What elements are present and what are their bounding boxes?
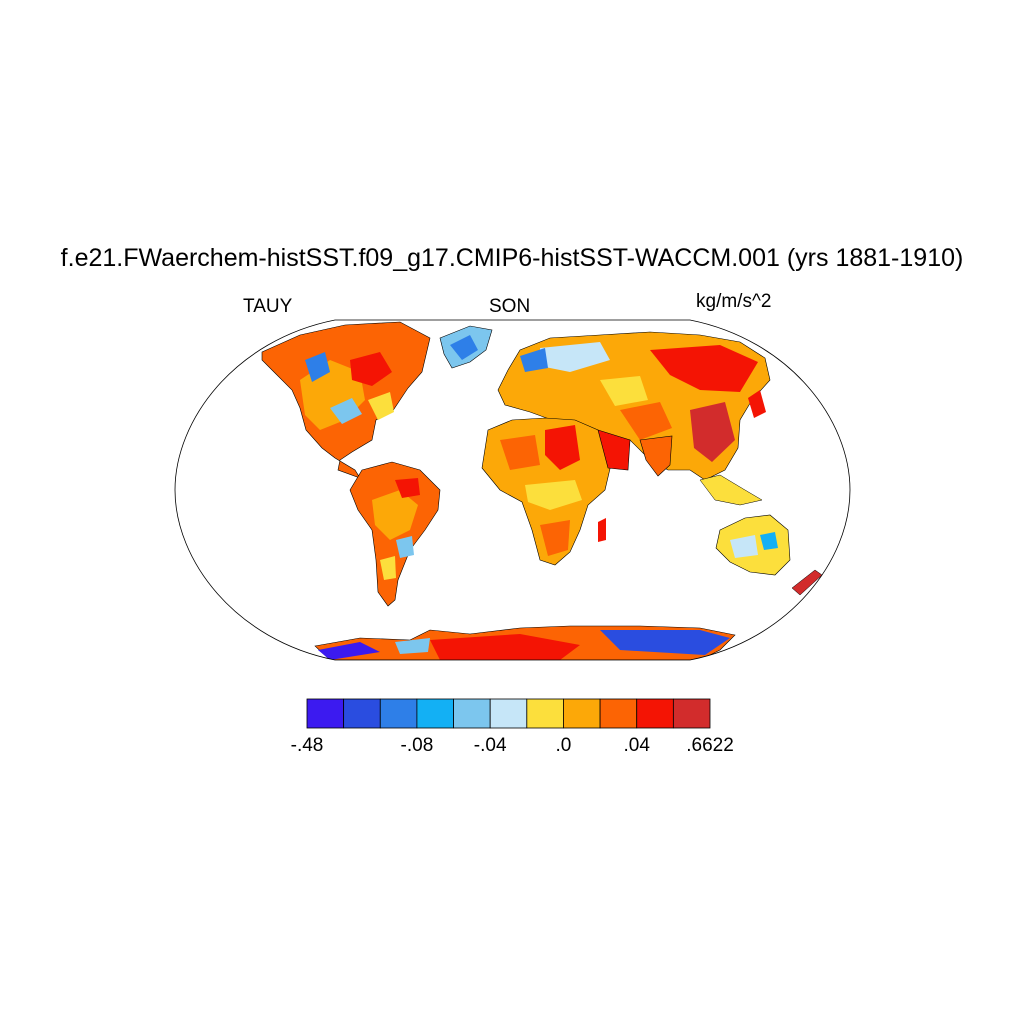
- australia-blue: [760, 532, 778, 550]
- colorbar-box: [672, 698, 711, 729]
- colorbar-box: [563, 698, 601, 729]
- figure-title: f.e21.FWaerchem-histSST.f09_g17.CMIP6-hi…: [60, 244, 964, 272]
- colorbar-box: [599, 698, 638, 729]
- madagascar-red: [598, 518, 606, 542]
- se-asia-islands: [699, 474, 763, 506]
- north-america-lightblue: [330, 398, 362, 424]
- colorbar-box: [343, 698, 381, 729]
- eurasia-darkred: [690, 402, 735, 462]
- antarctica-lightblue: [395, 638, 430, 654]
- africa-yellow: [525, 480, 582, 510]
- colorbar-box: [416, 698, 454, 729]
- variable-label: TAUY: [243, 296, 293, 317]
- colorbar-tick-label: -.08: [400, 735, 434, 756]
- arabia-land: [597, 429, 631, 471]
- north-america-yellow: [368, 392, 394, 420]
- australia-lightblue: [730, 535, 758, 558]
- eurasia-red-central: [620, 402, 672, 440]
- land-field: [261, 321, 823, 660]
- season-label: SON: [489, 296, 531, 317]
- india-land: [639, 435, 673, 477]
- colorbar-tick-label: .04: [623, 735, 650, 756]
- south-america-yellow: [380, 556, 396, 580]
- colorbar-box: [379, 698, 418, 729]
- colorbar-box: [306, 698, 345, 729]
- north-america-blue: [305, 352, 330, 382]
- units-label: kg/m/s^2: [696, 291, 772, 312]
- colorbar-box: [489, 698, 528, 729]
- japan-red: [748, 390, 766, 418]
- colorbar-tick-label: -.04: [473, 735, 507, 756]
- antarctica-blue-east: [600, 630, 730, 655]
- greenland-blue: [450, 335, 478, 360]
- eurasia-lightblue: [540, 342, 610, 372]
- colorbar-tick-label: .0: [555, 735, 572, 756]
- hudson-red: [350, 352, 392, 386]
- colorbar-tick-label: .6622: [686, 735, 734, 756]
- africa-red: [545, 425, 580, 470]
- south-america-blue: [396, 536, 414, 558]
- map-boundary: [174, 319, 851, 661]
- colorbar-box: [526, 698, 564, 729]
- south-america-red: [395, 478, 420, 498]
- colorbar-box: [636, 698, 674, 729]
- africa-orange-red: [500, 435, 540, 470]
- south-america-orange: [372, 490, 418, 540]
- colorbar-tick-label: -.48: [290, 735, 324, 756]
- eurasia-yellow: [600, 376, 648, 406]
- eurasia-red-north: [650, 345, 758, 392]
- colorbar-box: [453, 698, 491, 729]
- antarctica-red: [430, 634, 580, 660]
- eurasia-blue: [520, 348, 548, 372]
- antarctica-blue-west: [318, 642, 380, 660]
- africa-south-red: [540, 520, 570, 556]
